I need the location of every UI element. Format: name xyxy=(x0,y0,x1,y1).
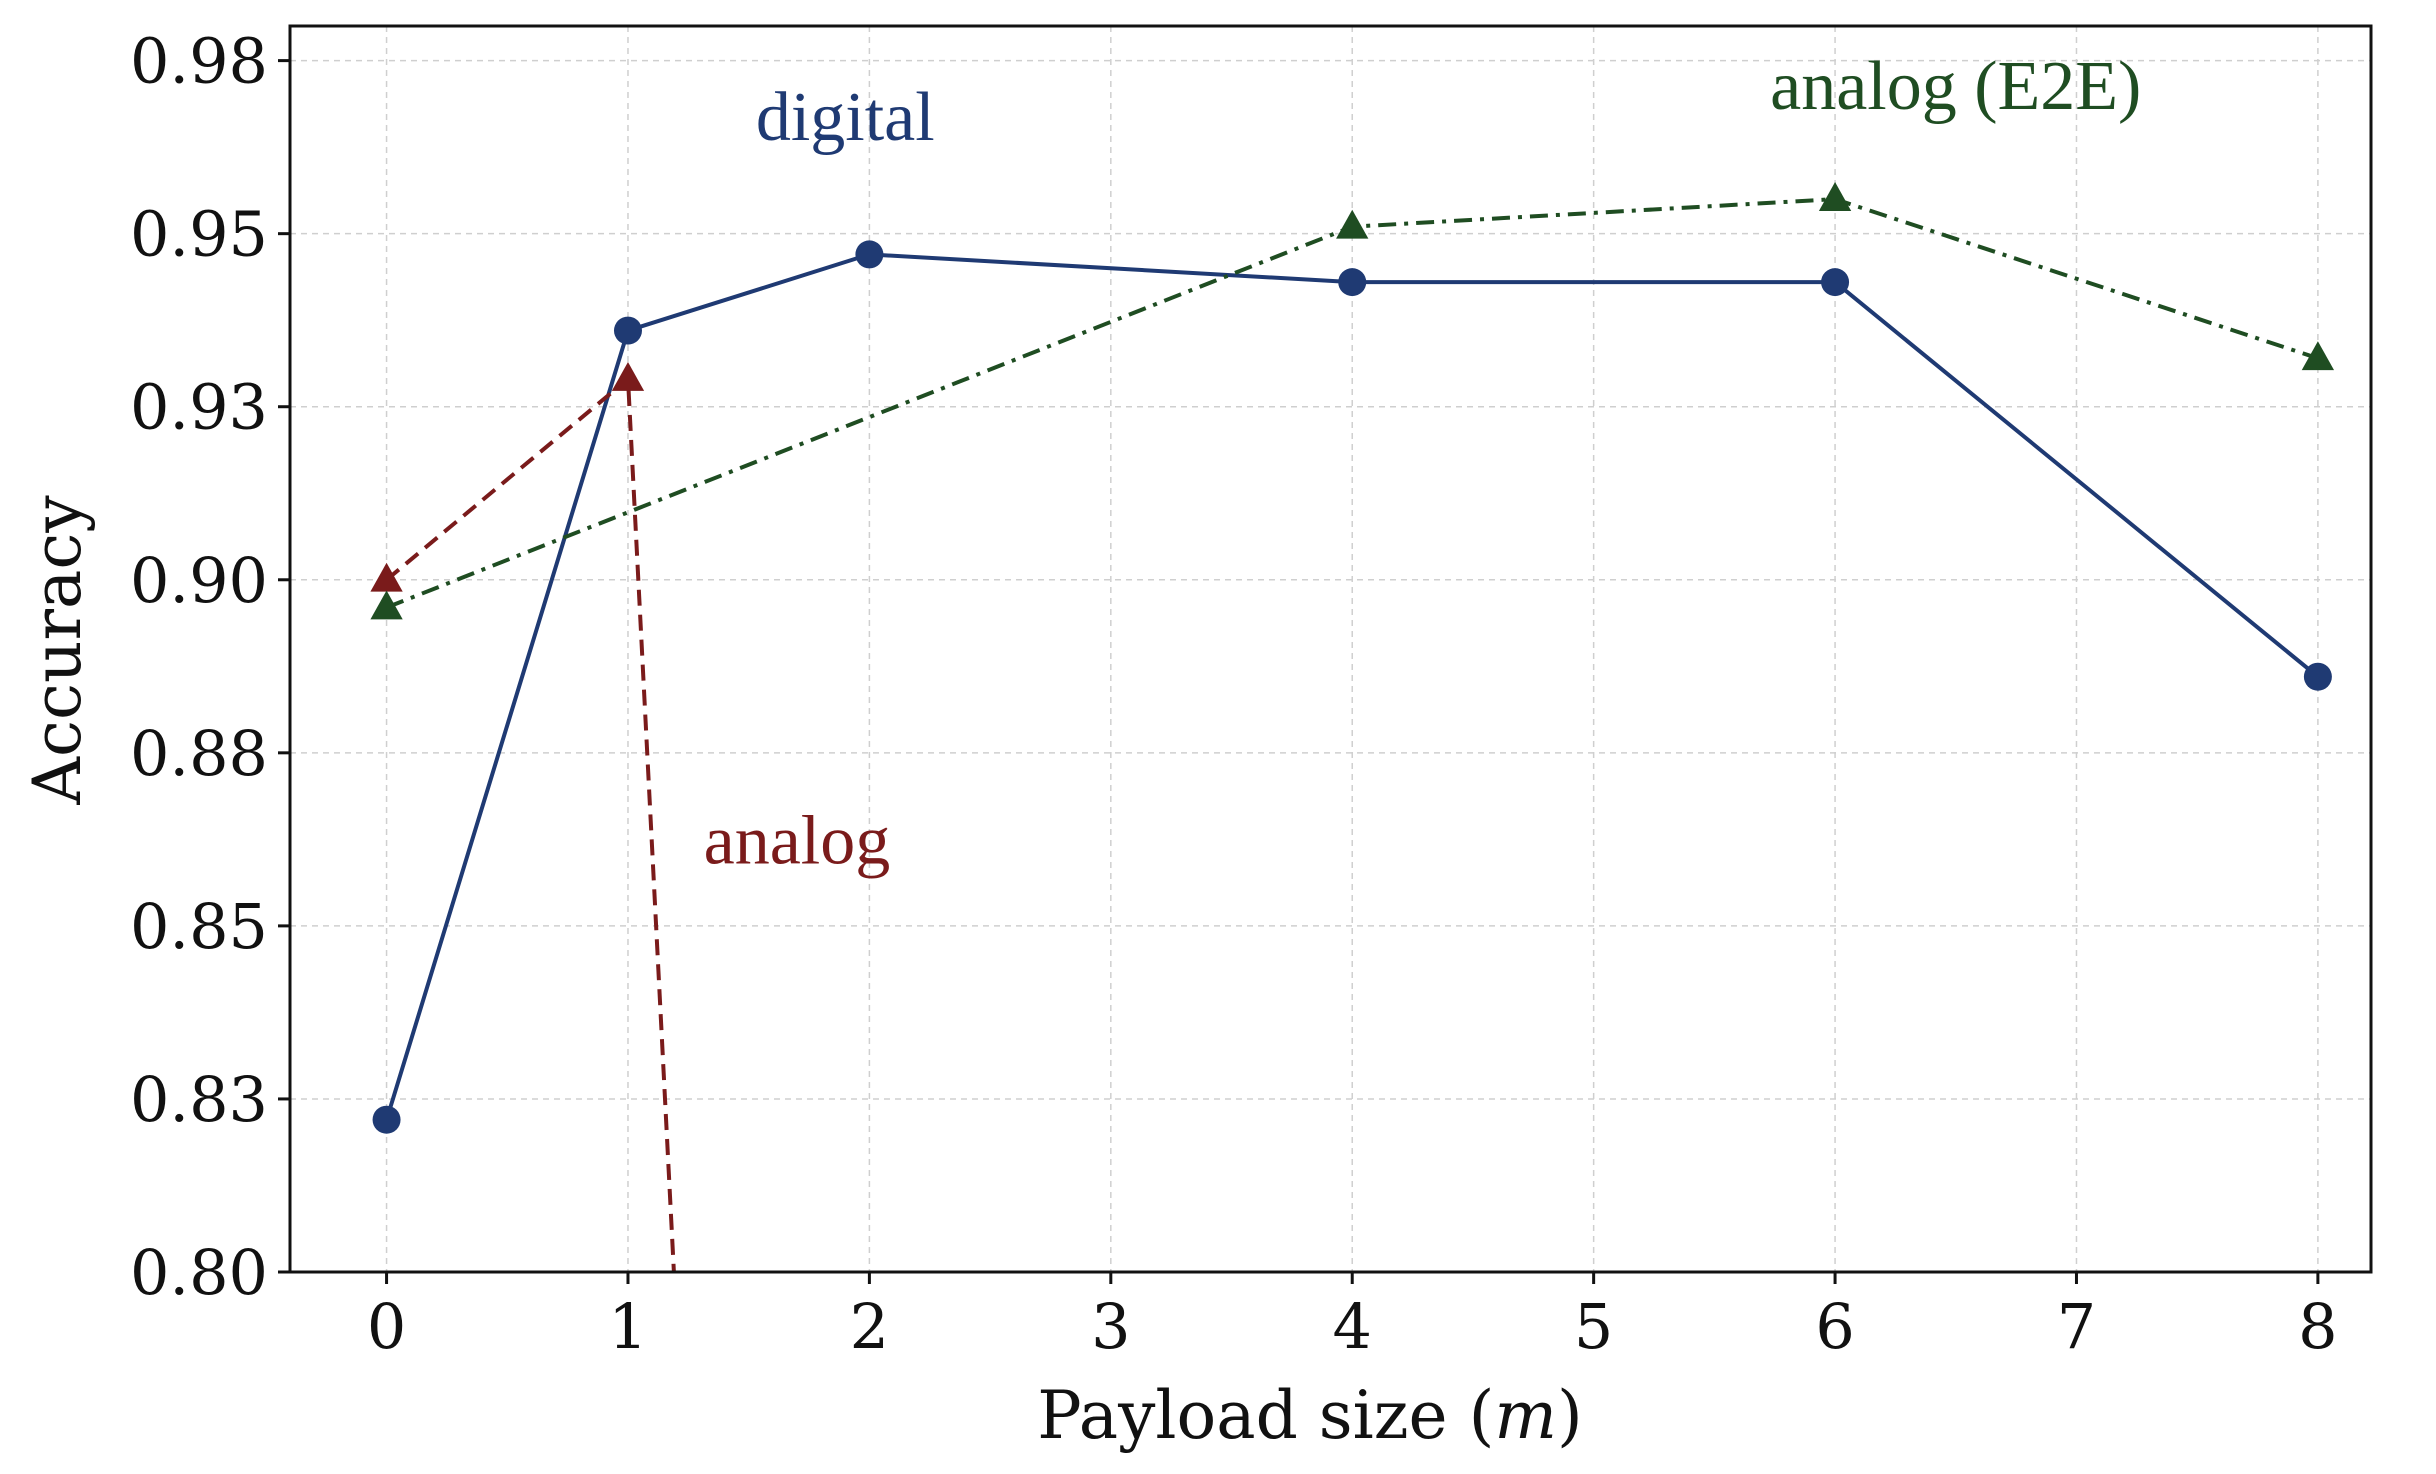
series-line xyxy=(384,252,2320,1121)
data-point xyxy=(2301,341,2335,371)
x-axis-label: Payload size (m) xyxy=(1037,1377,1582,1454)
y-tick-label: 0.80 xyxy=(130,1236,268,1309)
y-tick-label: 0.90 xyxy=(130,544,268,617)
x-tick-label: 7 xyxy=(2057,1290,2096,1363)
x-tick-label: 4 xyxy=(1333,1290,1372,1363)
data-point xyxy=(1821,268,1850,297)
x-tick-label: 3 xyxy=(1091,1290,1130,1363)
data-point xyxy=(1336,209,1369,239)
x-tick-label: 6 xyxy=(1815,1290,1854,1363)
plot-frame xyxy=(288,24,2373,1274)
x-axis-label-variable: m xyxy=(1494,1377,1557,1454)
series-analog-e2e xyxy=(370,182,2335,620)
x-tick-label: 0 xyxy=(367,1290,406,1363)
data-point xyxy=(2303,662,2332,691)
series-annotation: analog (E2E) xyxy=(1770,48,2141,125)
y-tick-label: 0.98 xyxy=(130,25,268,98)
y-tick-label: 0.85 xyxy=(130,890,268,963)
series-analog xyxy=(370,362,676,1273)
data-point xyxy=(370,590,403,620)
data-point xyxy=(370,562,403,592)
grid xyxy=(290,26,2371,1273)
y-tick-label: 0.83 xyxy=(130,1063,268,1136)
axis-ticks: 0 1 2 3 4 5 6 7 8 0.80 0.83 0.85 0.88 0.90 0.93 0.95 0.9… xyxy=(130,25,2338,1363)
x-tick-label: 2 xyxy=(850,1290,889,1363)
x-axis-label-text: Payload size xyxy=(1037,1377,1447,1454)
series-annotations: digital analog analog (E2E) xyxy=(704,48,2142,880)
data-point xyxy=(1338,268,1367,297)
y-axis-label: Accuracy xyxy=(19,495,96,806)
data-point xyxy=(1818,182,1852,211)
y-tick-label: 0.88 xyxy=(130,717,268,790)
x-tick-label: 5 xyxy=(1574,1290,1613,1363)
y-tick-label: 0.93 xyxy=(130,371,268,444)
series-layer xyxy=(370,182,2335,1273)
x-tick-label: 8 xyxy=(2298,1290,2337,1363)
data-point xyxy=(611,362,645,391)
series-annotation: digital xyxy=(756,79,935,156)
y-tick-label: 0.95 xyxy=(130,198,268,271)
series-line xyxy=(385,377,676,1273)
data-point xyxy=(613,316,642,345)
series-digital xyxy=(372,240,2332,1134)
x-tick-label: 1 xyxy=(608,1290,647,1363)
data-point xyxy=(855,240,884,269)
series-annotation: analog xyxy=(704,803,891,880)
series-line xyxy=(385,197,2319,610)
data-point xyxy=(372,1105,401,1134)
